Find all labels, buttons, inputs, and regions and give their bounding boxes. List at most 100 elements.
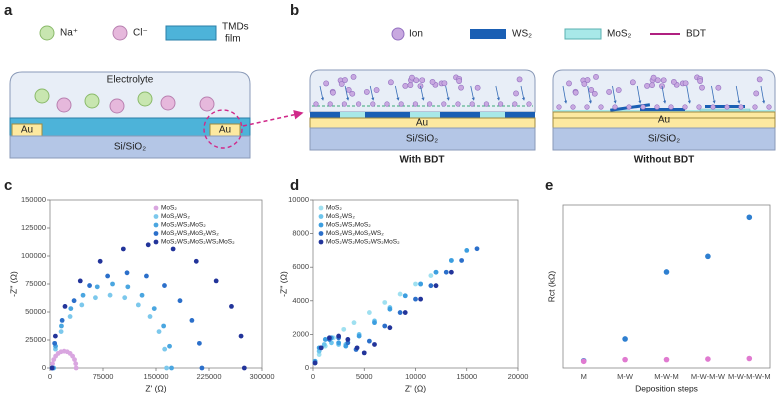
ion [349, 90, 356, 97]
data-point [229, 304, 234, 309]
ion [427, 101, 433, 107]
mos2-icon [564, 28, 602, 40]
data-point [354, 345, 360, 351]
y-tick-label: 6000 [292, 262, 309, 271]
electrode-label: Au [219, 125, 231, 136]
ion [429, 79, 436, 85]
data-point [196, 340, 202, 346]
data-point [448, 269, 454, 275]
ion [341, 101, 348, 107]
panel-label: c [4, 177, 12, 194]
arrow [369, 85, 375, 101]
ion [556, 104, 562, 110]
substrate [552, 127, 776, 151]
ion [441, 80, 448, 87]
data-point [428, 283, 434, 289]
ion [593, 74, 599, 80]
y-tick-label: 125000 [21, 223, 46, 232]
ion [584, 104, 590, 110]
data-point [418, 281, 424, 287]
panel-label: a [4, 2, 13, 19]
data-point [50, 361, 55, 367]
ion [696, 104, 702, 110]
data-point [125, 284, 131, 290]
data-point [402, 293, 408, 299]
x-tick-label: M [581, 372, 587, 381]
data-point [428, 273, 434, 278]
data-point [336, 333, 342, 339]
ion [370, 101, 376, 107]
data-point [73, 365, 79, 371]
y-tick-label: 0 [305, 363, 309, 372]
data-point [705, 356, 711, 362]
ion [137, 91, 153, 107]
legend-label: MoS₂WS₂MoS₂WS₂ [326, 230, 384, 237]
data-point [169, 365, 174, 371]
substrate-label: Si/SiO₂ [648, 134, 680, 145]
device-with-bdt: Au Si/SiO₂ With BDT [309, 69, 536, 166]
legend-marker [153, 222, 159, 228]
data-point [67, 314, 73, 319]
data-point [68, 306, 74, 312]
data-point [241, 365, 247, 371]
y-tick-label: 10000 [288, 195, 309, 204]
legend-label: MoS₂WS₂ [326, 213, 355, 220]
data-point [87, 283, 92, 288]
ion [570, 104, 576, 110]
data-point [341, 326, 347, 332]
x-tick-label: M-W-M-W-M [728, 372, 771, 381]
x-tick-label: 15000 [456, 372, 477, 381]
data-point [52, 333, 58, 339]
legend-marker [153, 214, 159, 219]
ion [738, 104, 744, 110]
legend-label: WS₂ [512, 29, 532, 40]
ion [419, 77, 426, 84]
y-axis-label: -Z'' (Ω) [8, 271, 18, 297]
ion [699, 84, 705, 91]
ion [363, 89, 370, 95]
ion [640, 104, 646, 110]
x-tick-label: 300000 [249, 372, 274, 381]
ion [34, 88, 50, 104]
ion [649, 82, 655, 89]
ion [469, 101, 475, 107]
ion [650, 74, 657, 81]
ion [612, 104, 618, 110]
x-tick-label: M-W-M [654, 372, 678, 381]
legend-marker [318, 239, 324, 245]
substrate-label: Si/SiO₂ [406, 134, 438, 145]
data-point [72, 357, 77, 362]
data-point [397, 310, 403, 315]
zoom-arrow [242, 110, 304, 127]
data-point [71, 298, 77, 304]
legend-label: MoS₂WS₂MoS₂ [326, 222, 371, 229]
legend-label: TMDs [222, 22, 249, 33]
ion [498, 101, 504, 107]
chart: 0 2000 4000 6000 8000 10000 0 5000 10000 15000 200… [278, 195, 528, 393]
arrow [470, 85, 475, 101]
ion [654, 77, 661, 84]
ion [330, 89, 336, 96]
ion [373, 87, 380, 93]
film [340, 112, 365, 118]
data-point [79, 302, 85, 308]
y-axis-label: Rct (kΩ) [546, 271, 556, 303]
data-point [58, 329, 64, 334]
data-point [139, 292, 145, 298]
x-tick-label: 150000 [143, 372, 168, 381]
ion [384, 101, 390, 107]
ion [752, 104, 758, 110]
data-point [663, 269, 670, 275]
ion [356, 101, 362, 107]
data-point [162, 283, 167, 288]
film [699, 108, 751, 112]
x-axis-label: Z' (Ω) [405, 383, 426, 393]
ion [483, 101, 490, 107]
data-point [622, 336, 628, 342]
data-point [156, 329, 162, 334]
ion [458, 84, 464, 91]
ion [327, 101, 333, 107]
ion [199, 96, 215, 112]
legend-label: BDT [686, 29, 706, 40]
ion [342, 77, 348, 83]
